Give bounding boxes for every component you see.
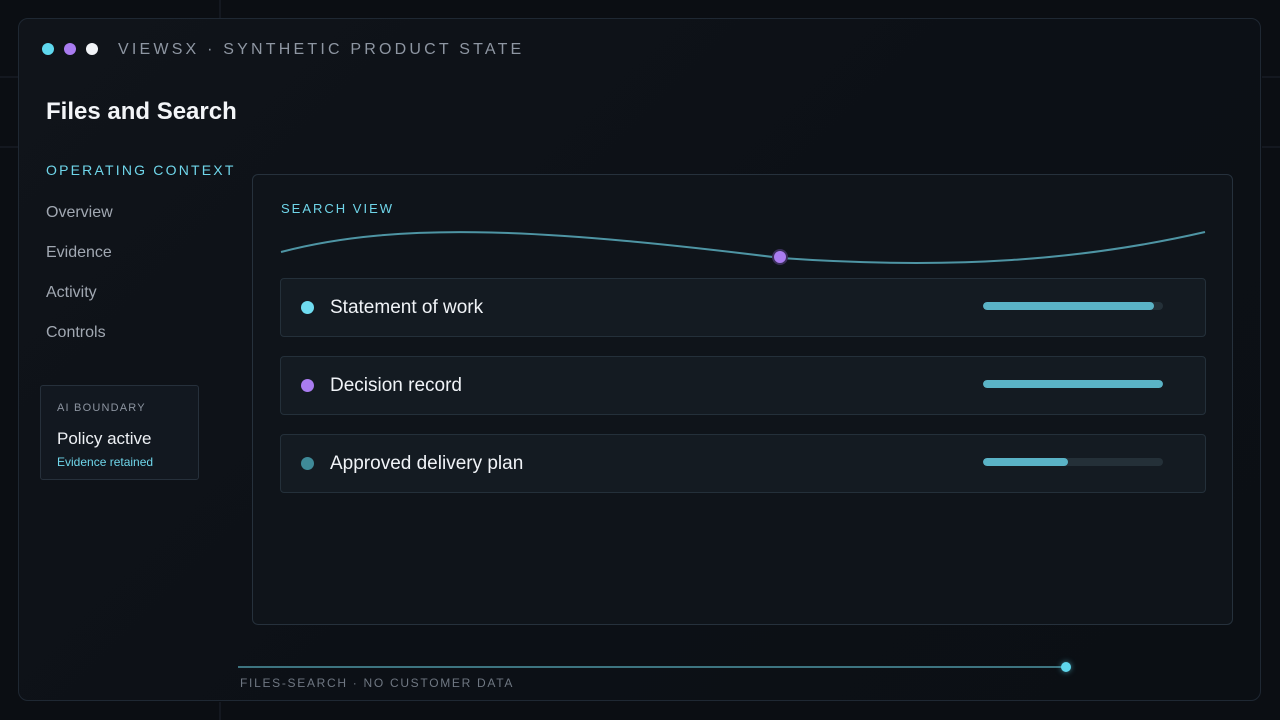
- sidebar-item-activity[interactable]: Activity: [46, 284, 97, 301]
- progress-bar: [983, 380, 1163, 388]
- status-dot-icon: [301, 379, 314, 392]
- progress-fill: [983, 302, 1154, 310]
- status-dot-icon: [301, 301, 314, 314]
- search-view-panel: SEARCH VIEW Statement of work Decision r…: [252, 174, 1233, 625]
- progress-bar: [983, 458, 1163, 466]
- list-item-label: Statement of work: [330, 297, 484, 318]
- list-item[interactable]: Approved delivery plan: [280, 434, 1206, 493]
- footer-status-text: FILES-SEARCH · NO CUSTOMER DATA: [240, 676, 515, 690]
- app-window: VIEWSX · SYNTHETIC PRODUCT STATE Files a…: [18, 18, 1261, 701]
- list-item-label: Decision record: [330, 375, 462, 396]
- footer-progress-knob-icon[interactable]: [1061, 662, 1071, 672]
- list-item-label: Approved delivery plan: [330, 453, 524, 474]
- ai-boundary-label: AI BOUNDARY: [57, 402, 146, 414]
- sidebar-section-label: OPERATING CONTEXT: [46, 162, 236, 178]
- window-dot-cyan-icon[interactable]: [42, 43, 54, 55]
- sidebar-item-evidence[interactable]: Evidence: [46, 244, 112, 261]
- list-item[interactable]: Statement of work: [280, 278, 1206, 337]
- progress-bar: [983, 302, 1163, 310]
- wave-marker-icon[interactable]: [772, 249, 788, 265]
- search-view-label: SEARCH VIEW: [281, 201, 395, 216]
- progress-fill: [983, 458, 1068, 466]
- ai-boundary-card: AI BOUNDARY Policy active Evidence retai…: [40, 385, 199, 480]
- list-item[interactable]: Decision record: [280, 356, 1206, 415]
- sidebar-item-overview[interactable]: Overview: [46, 204, 113, 221]
- ai-boundary-status: Policy active: [57, 429, 152, 448]
- footer-progress-line: [238, 666, 1068, 668]
- progress-fill: [983, 380, 1163, 388]
- activity-wave: [280, 231, 1206, 265]
- window-title: VIEWSX · SYNTHETIC PRODUCT STATE: [118, 41, 525, 58]
- page-title: Files and Search: [46, 98, 237, 125]
- ai-boundary-subtext: Evidence retained: [57, 455, 154, 469]
- sidebar-item-controls[interactable]: Controls: [46, 324, 106, 341]
- window-dot-white-icon[interactable]: [86, 43, 98, 55]
- window-dot-purple-icon[interactable]: [64, 43, 76, 55]
- status-dot-icon: [301, 457, 314, 470]
